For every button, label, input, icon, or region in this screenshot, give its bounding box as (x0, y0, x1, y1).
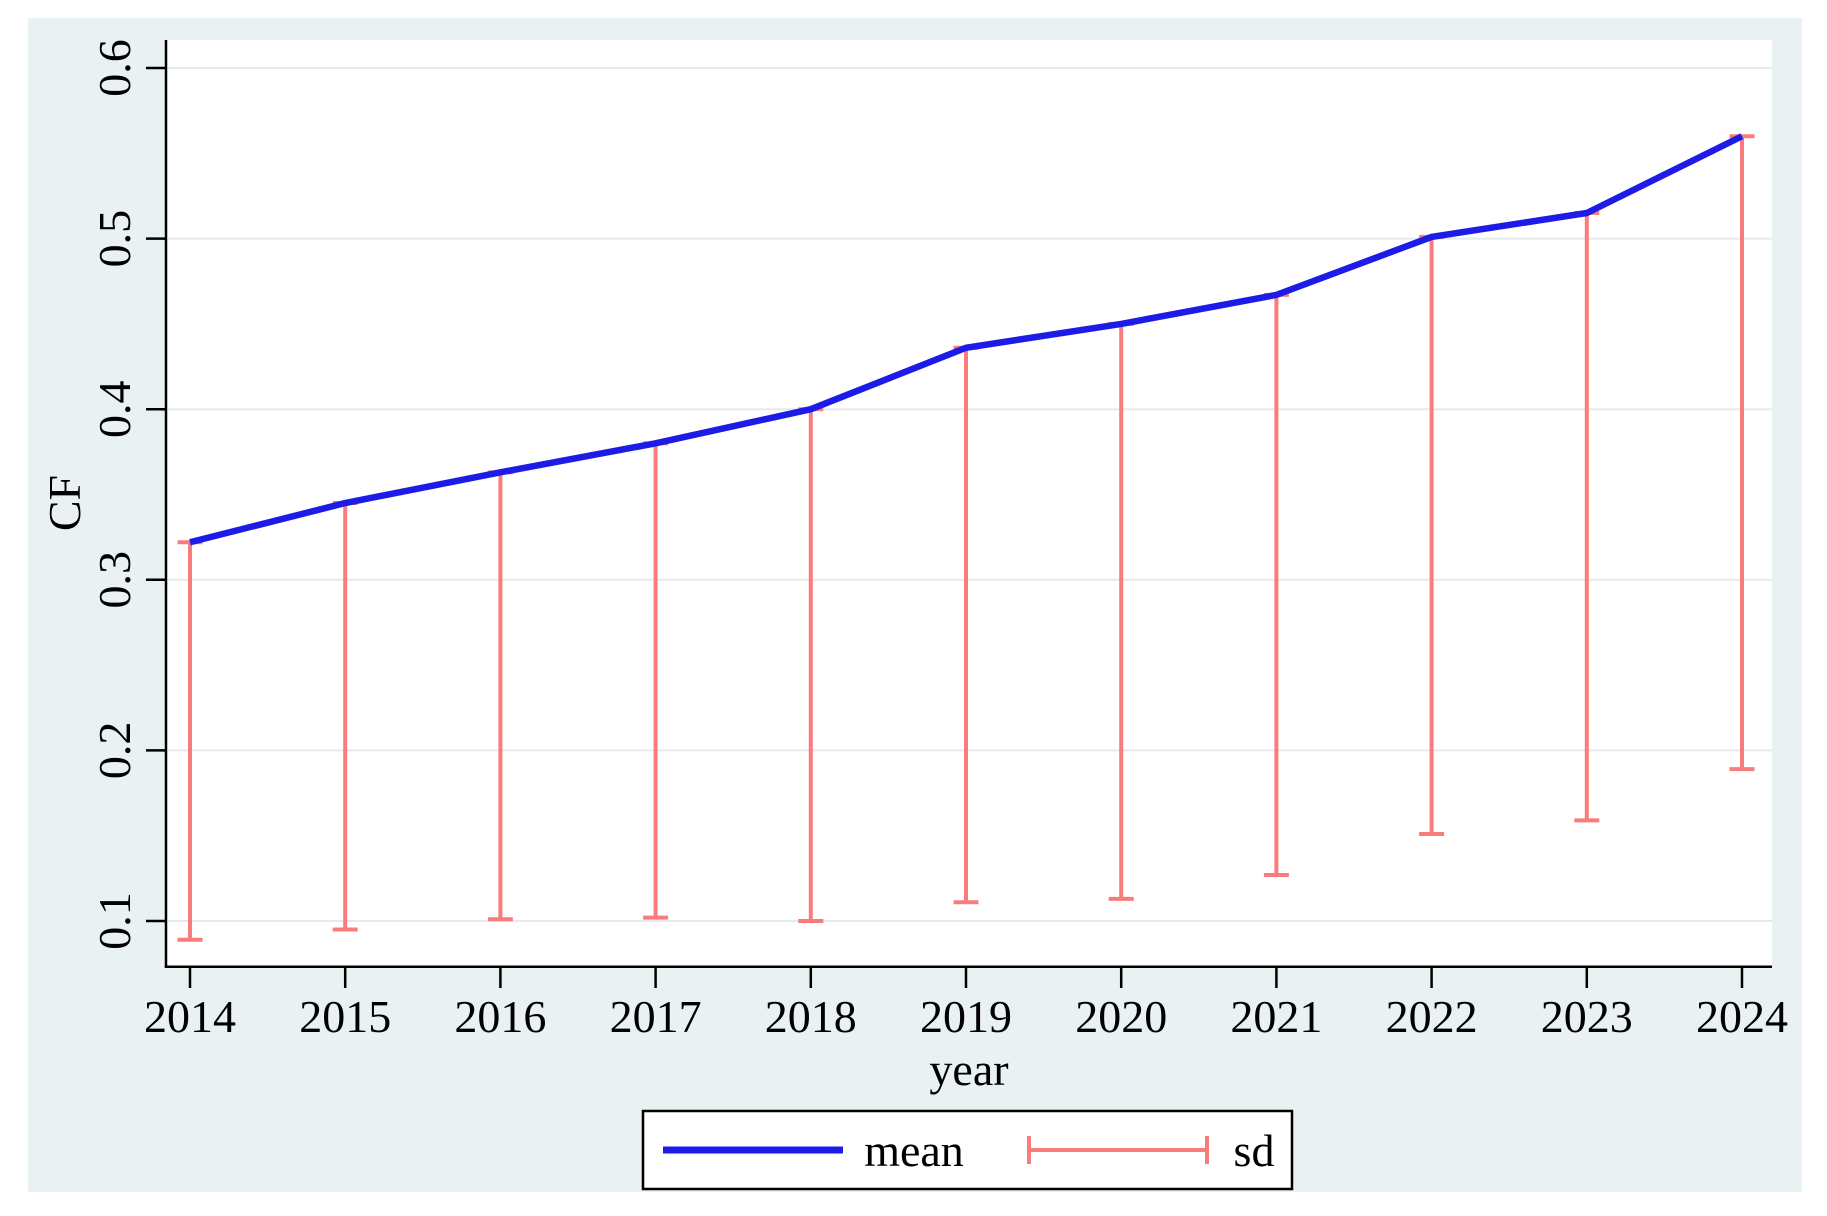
axis-ticks-layer (146, 66, 1744, 988)
legend-sd-symbol (1027, 1136, 1209, 1164)
mean-line (189, 133, 1744, 546)
x-tick-label-2014: 2014 (144, 991, 236, 1042)
y-tick-label-0.6: 0.6 (89, 39, 140, 97)
y-tick-label-0.2: 0.2 (89, 722, 140, 780)
x-tick-label-2018: 2018 (765, 991, 857, 1042)
x-tick-label-2022: 2022 (1386, 991, 1478, 1042)
legend-sd-label: sd (1234, 1125, 1275, 1176)
mean-line-layer (189, 133, 1744, 546)
x-tick-label-2019: 2019 (920, 991, 1012, 1042)
x-tick-label-2024: 2024 (1696, 991, 1788, 1042)
y-tick-label-0.5: 0.5 (89, 210, 140, 268)
x-tick-label-2021: 2021 (1230, 991, 1322, 1042)
tick-labels-layer: 0.1 0.2 0.3 0.4 0.5 0.6 2014 2015 2016 2017 2018 20… (89, 39, 1788, 1042)
legend-mean-label: mean (864, 1125, 964, 1176)
y-tick-label-0.1: 0.1 (89, 892, 140, 950)
x-tick-label-2023: 2023 (1541, 991, 1633, 1042)
axes (164, 40, 1772, 969)
y-axis-title: CF (39, 475, 90, 531)
x-tick-label-2016: 2016 (454, 991, 546, 1042)
x-tick-label-2015: 2015 (299, 991, 391, 1042)
x-tick-label-2017: 2017 (610, 991, 702, 1042)
x-axis-title: year (929, 1044, 1008, 1095)
y-tick-label-0.4: 0.4 (89, 380, 140, 438)
gridlines-layer (168, 67, 1772, 922)
x-tick-label-2020: 2020 (1075, 991, 1167, 1042)
y-tick-label-0.3: 0.3 (89, 551, 140, 609)
legend: mean sd (641, 1109, 1294, 1191)
plot-area (166, 40, 1772, 966)
